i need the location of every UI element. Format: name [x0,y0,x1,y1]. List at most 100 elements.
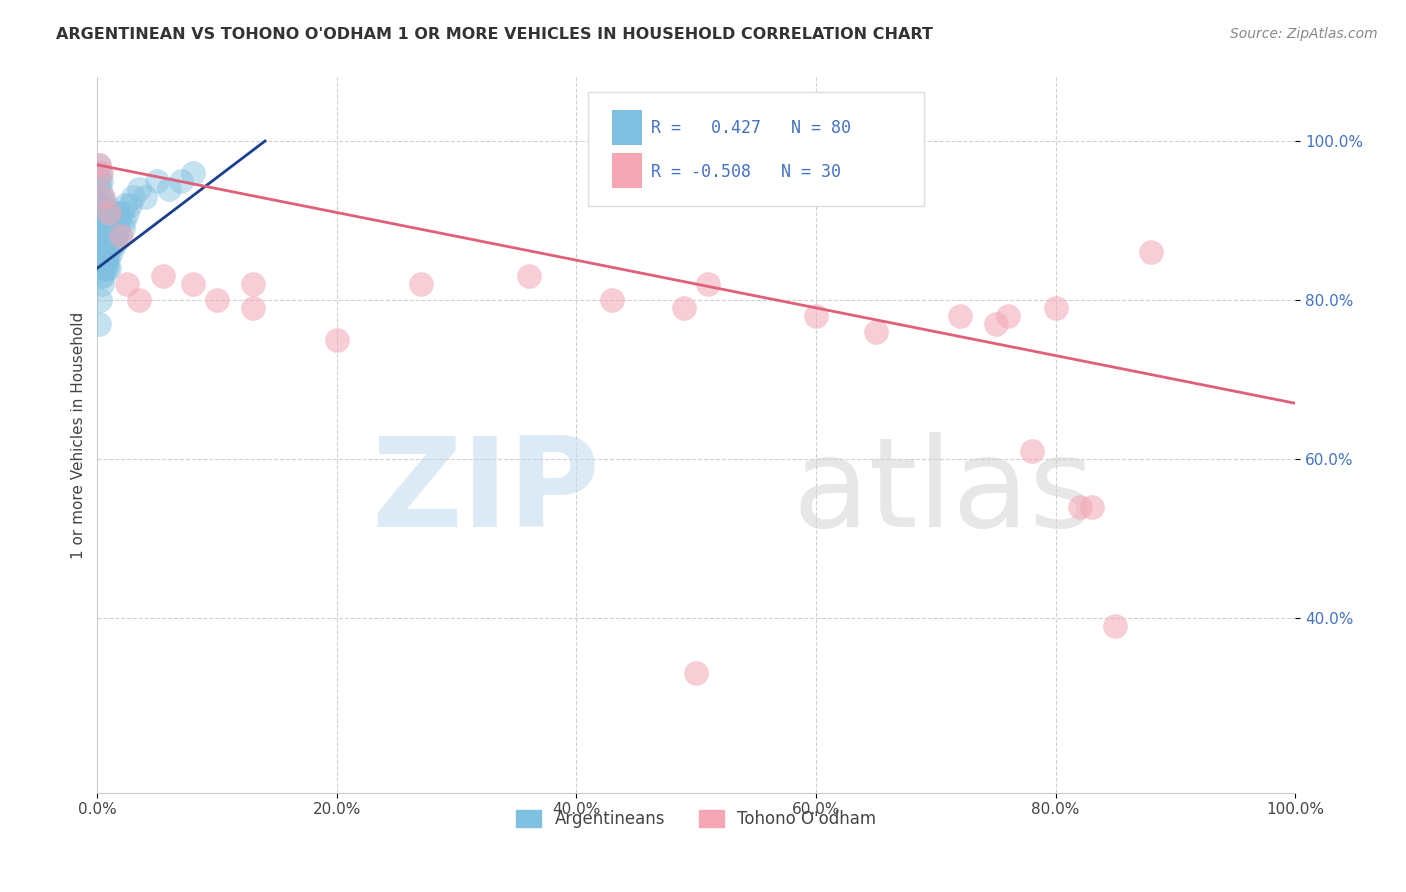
Point [89,197,111,211]
Point [112,213,135,227]
Point [181,166,204,180]
Point [97,245,120,260]
Point [90,174,112,188]
Point [111,221,134,235]
Point [110,229,132,244]
Point [89,166,111,180]
Point [91,237,114,252]
Point [181,277,204,291]
Point [93,205,115,219]
Text: ZIP: ZIP [371,432,600,553]
Point [105,229,128,244]
Point [128,293,150,307]
Point [91,261,114,276]
Point [326,333,349,347]
Point [100,221,122,235]
Point [205,293,228,307]
Point [117,205,139,219]
Point [117,277,139,291]
Point [100,237,122,252]
Point [91,253,114,268]
Point [98,237,121,252]
Point [804,309,827,323]
Point [89,293,111,307]
Point [101,205,124,219]
Point [91,277,114,291]
Point [91,245,114,260]
Text: R = -0.508   N = 30: R = -0.508 N = 30 [651,163,841,181]
Point [94,253,117,268]
Point [118,197,141,211]
Text: atlas: atlas [792,432,1094,553]
Point [91,269,114,284]
Point [87,158,110,172]
Point [104,213,127,227]
Point [90,166,112,180]
Point [93,229,115,244]
Point [90,269,112,284]
Point [89,213,111,227]
Text: Source: ZipAtlas.com: Source: ZipAtlas.com [1230,27,1378,41]
Point [94,221,117,235]
Point [157,182,180,196]
Point [91,261,114,276]
Point [96,213,118,227]
Point [1045,301,1067,315]
Point [93,245,115,260]
Point [602,293,624,307]
Point [101,213,124,227]
Point [100,221,122,235]
Point [87,174,110,188]
Point [1140,245,1163,260]
Text: ARGENTINEAN VS TOHONO O'ODHAM 1 OR MORE VEHICLES IN HOUSEHOLD CORRELATION CHART: ARGENTINEAN VS TOHONO O'ODHAM 1 OR MORE … [56,27,934,42]
Bar [613,153,643,188]
Bar [613,110,643,145]
Point [170,174,193,188]
Point [93,245,115,260]
Point [108,229,131,244]
Point [114,197,136,211]
Point [949,309,972,323]
Point [87,158,110,172]
Point [94,253,117,268]
Point [1104,619,1126,633]
Point [98,229,121,244]
Point [673,301,696,315]
Point [997,309,1019,323]
Point [108,213,131,227]
Point [94,237,117,252]
Point [685,666,707,681]
Text: R =   0.427   N = 80: R = 0.427 N = 80 [651,119,851,136]
Point [105,205,128,219]
Point [89,182,111,196]
Point [1069,500,1091,514]
Point [97,213,120,227]
Point [98,261,121,276]
Point [87,317,110,331]
Point [984,317,1007,331]
Point [409,277,432,291]
Point [100,245,122,260]
Point [110,205,132,219]
Point [91,189,114,203]
Point [91,205,114,219]
Point [90,221,112,235]
Point [96,261,118,276]
Point [100,213,122,227]
Point [91,229,114,244]
Point [97,253,120,268]
Legend: Argentineans, Tohono O'odham: Argentineans, Tohono O'odham [510,803,883,834]
Point [1080,500,1102,514]
Point [104,237,127,252]
Point [517,269,540,284]
Y-axis label: 1 or more Vehicles in Household: 1 or more Vehicles in Household [72,311,86,558]
Point [96,237,118,252]
Point [697,277,720,291]
Point [90,205,112,219]
Point [90,253,112,268]
Point [96,237,118,252]
Point [1021,444,1043,458]
Point [91,221,114,235]
Point [242,301,264,315]
Point [865,325,887,339]
